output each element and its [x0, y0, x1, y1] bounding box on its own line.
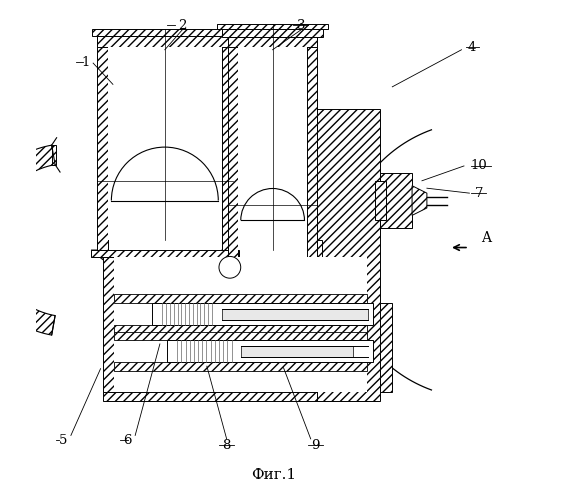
- Bar: [217, 24, 328, 30]
- Text: 1: 1: [82, 56, 90, 68]
- Bar: [97, 36, 232, 48]
- Bar: [92, 29, 238, 36]
- Bar: [108, 48, 222, 240]
- Bar: [222, 309, 367, 320]
- Bar: [317, 109, 380, 401]
- Bar: [307, 38, 317, 258]
- Bar: [114, 258, 367, 392]
- Bar: [103, 258, 114, 392]
- Text: 5: 5: [60, 434, 67, 447]
- Polygon shape: [212, 258, 228, 262]
- Bar: [228, 38, 317, 48]
- Polygon shape: [412, 186, 427, 216]
- Bar: [103, 392, 378, 401]
- Bar: [52, 145, 56, 165]
- Text: 4: 4: [467, 41, 476, 54]
- Text: 8: 8: [222, 439, 231, 452]
- Text: 9: 9: [311, 439, 320, 452]
- Text: A: A: [481, 230, 491, 244]
- Bar: [97, 36, 108, 250]
- Text: 2: 2: [178, 18, 187, 32]
- Text: 7: 7: [475, 186, 483, 200]
- Bar: [114, 332, 367, 340]
- Polygon shape: [317, 240, 322, 262]
- Text: 6: 6: [124, 434, 132, 447]
- Bar: [91, 250, 239, 258]
- Polygon shape: [91, 250, 114, 260]
- Bar: [380, 303, 392, 392]
- Bar: [228, 38, 238, 258]
- Bar: [222, 36, 232, 250]
- Bar: [223, 258, 322, 264]
- Circle shape: [219, 256, 241, 278]
- Text: Фиг.1: Фиг.1: [251, 468, 296, 482]
- Text: 10: 10: [471, 160, 487, 172]
- Bar: [167, 340, 373, 362]
- Bar: [153, 304, 373, 325]
- Polygon shape: [0, 145, 55, 335]
- Bar: [380, 174, 412, 228]
- Polygon shape: [167, 250, 238, 265]
- Bar: [114, 294, 367, 304]
- Bar: [375, 181, 386, 220]
- Bar: [114, 362, 367, 371]
- Bar: [242, 346, 353, 357]
- Bar: [114, 325, 367, 335]
- Text: 3: 3: [297, 18, 305, 32]
- Bar: [238, 48, 307, 250]
- Bar: [222, 30, 323, 38]
- Bar: [367, 258, 378, 392]
